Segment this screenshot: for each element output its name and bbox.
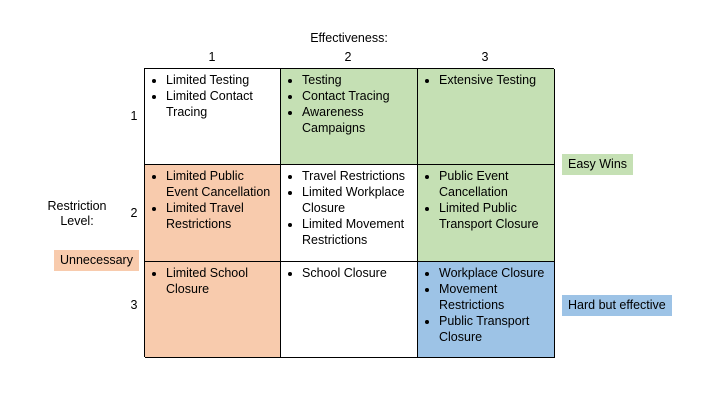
cell-r3-c2: School Closure bbox=[281, 262, 418, 358]
cell-r3-c3: Workplace Closure Movement Restrictions … bbox=[418, 262, 555, 358]
cell-item: Contact Tracing bbox=[302, 88, 413, 104]
column-header-2: 2 bbox=[344, 50, 352, 64]
cell-r2-c3: Public Event Cancellation Limited Public… bbox=[418, 165, 555, 262]
cell-r1-c1: Limited Testing Limited Contact Tracing bbox=[145, 69, 281, 165]
cell-item: Limited Public Transport Closure bbox=[439, 200, 550, 232]
cell-item: Testing bbox=[302, 72, 413, 88]
cell-item: Limited School Closure bbox=[166, 265, 276, 297]
cell-item: Limited Public Event Cancellation bbox=[166, 168, 276, 200]
cell-r1-c3: Extensive Testing bbox=[418, 69, 555, 165]
effectiveness-title: Effectiveness: bbox=[310, 31, 388, 45]
cell-r1-c2: Testing Contact Tracing Awareness Campai… bbox=[281, 69, 418, 165]
column-header-3: 3 bbox=[481, 50, 489, 64]
cell-item: Awareness Campaigns bbox=[302, 104, 413, 136]
restriction-level-label: Restriction Level: bbox=[47, 199, 107, 228]
row-header-2: 2 bbox=[130, 206, 138, 220]
cell-item: Limited Movement Restrictions bbox=[302, 216, 413, 248]
cell-item: Public Transport Closure bbox=[439, 313, 550, 345]
cell-item: Limited Travel Restrictions bbox=[166, 200, 276, 232]
cell-r2-c1: Limited Public Event Cancellation Limite… bbox=[145, 165, 281, 262]
column-header-1: 1 bbox=[208, 50, 216, 64]
unnecessary-tag: Unnecessary bbox=[54, 250, 139, 271]
cell-item: Workplace Closure bbox=[439, 265, 550, 281]
cell-item: Travel Restrictions bbox=[302, 168, 413, 184]
cell-item: Movement Restrictions bbox=[439, 281, 550, 313]
easy-wins-tag: Easy Wins bbox=[562, 154, 634, 175]
cell-item: Limited Testing bbox=[166, 72, 276, 88]
row-header-3: 3 bbox=[130, 298, 138, 312]
cell-r3-c1: Limited School Closure bbox=[145, 262, 281, 358]
cell-r2-c2: Travel Restrictions Limited Workplace Cl… bbox=[281, 165, 418, 262]
cell-item: School Closure bbox=[302, 265, 413, 281]
effectiveness-restriction-matrix: Limited Testing Limited Contact Tracing … bbox=[144, 68, 555, 358]
cell-item: Extensive Testing bbox=[439, 72, 550, 88]
hard-but-effective-tag: Hard but effective bbox=[562, 295, 672, 316]
cell-item: Limited Workplace Closure bbox=[302, 184, 413, 216]
cell-item: Limited Contact Tracing bbox=[166, 88, 276, 120]
row-header-1: 1 bbox=[130, 109, 138, 123]
cell-item: Public Event Cancellation bbox=[439, 168, 550, 200]
